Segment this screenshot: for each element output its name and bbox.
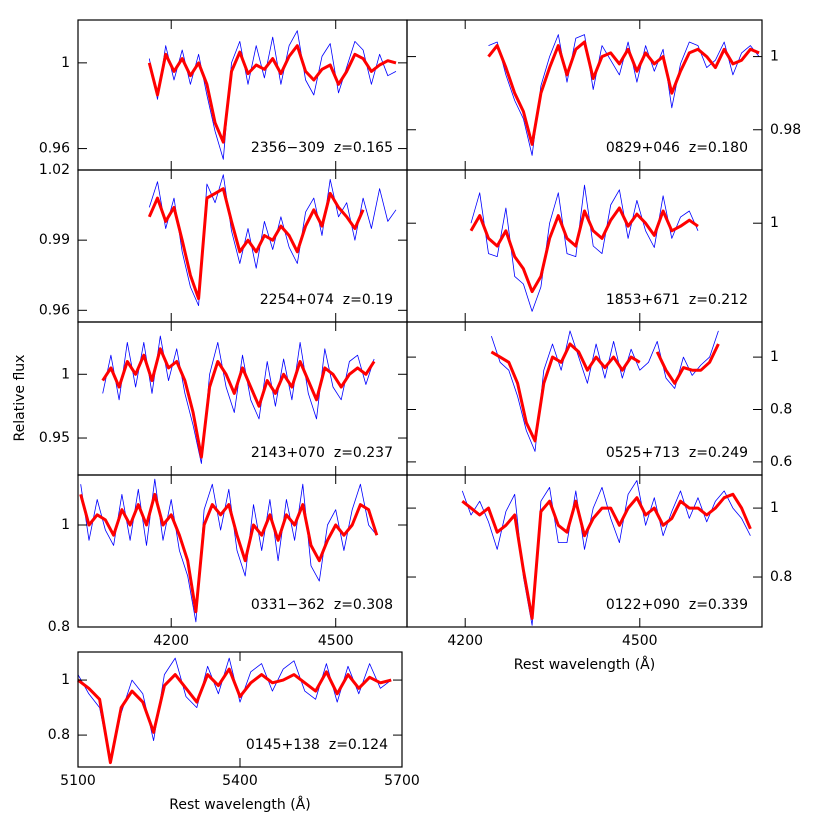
y-tick-label: 0.8	[48, 619, 70, 635]
y-tick-label: 0.99	[39, 232, 70, 248]
spectrum-line	[148, 30, 397, 160]
panel-annotation: 0525+713 z=0.249	[606, 445, 748, 461]
y-tick-label: 0.6	[770, 454, 792, 470]
x-axis-label: Rest wavelength (Å)	[169, 796, 310, 813]
panel-annotation: 0145+138 z=0.124	[246, 737, 388, 753]
spectrum-line	[148, 174, 397, 306]
x-tick-label: 4200	[153, 633, 189, 649]
x-tick-label: 4500	[318, 633, 354, 649]
y-tick-label: 1	[61, 55, 70, 71]
spectrum-line	[77, 667, 392, 765]
y-tick-label: 1	[61, 366, 70, 382]
panel-annotation: 2254+074 z=0.19	[260, 292, 393, 308]
spectrum-line	[147, 44, 397, 144]
spectrum-line	[491, 330, 719, 452]
panel-frame	[406, 474, 763, 628]
spectrum-line	[80, 478, 378, 623]
y-tick-label: 0.95	[39, 430, 70, 446]
y-tick-label: 1	[770, 215, 779, 231]
spectrum-line	[147, 187, 365, 301]
y-tick-label: 1	[61, 517, 70, 533]
y-tick-label: 1.02	[39, 162, 70, 178]
spectrum-line	[101, 347, 376, 459]
panel-annotation: 0829+046 z=0.180	[606, 140, 748, 156]
y-axis-label: Relative flux	[12, 355, 28, 442]
x-tick-label: 4500	[622, 633, 658, 649]
spectrum-line	[490, 342, 720, 443]
spectrum-line	[470, 184, 699, 312]
spectrum-line	[79, 492, 379, 614]
x-tick-label: 5100	[60, 773, 96, 789]
y-tick-label: 0.8	[770, 402, 792, 418]
y-tick-label: 0.96	[39, 302, 70, 318]
y-tick-label: 0.96	[39, 141, 70, 157]
x-tick-label: 5400	[222, 773, 258, 789]
panel-annotation: 0122+090 z=0.339	[606, 597, 748, 613]
panel-annotation: 0331−362 z=0.308	[251, 597, 393, 613]
spectrum-line	[461, 492, 752, 620]
spectrum-line	[487, 40, 760, 146]
x-axis-label: Rest wavelength (Å)	[514, 656, 655, 673]
spectrum-line	[469, 206, 699, 294]
y-tick-label: 1	[61, 672, 70, 688]
y-tick-label: 1	[770, 49, 779, 65]
y-tick-label: 0.98	[770, 122, 801, 138]
y-tick-label: 1	[770, 349, 779, 365]
x-tick-label: 4200	[447, 633, 483, 649]
panel-annotation: 2356−309 z=0.165	[251, 140, 393, 156]
y-tick-label: 1	[770, 500, 779, 516]
x-tick-label: 5700	[384, 773, 420, 789]
y-tick-label: 0.8	[770, 569, 792, 585]
panel-annotation: 2143+070 z=0.237	[251, 445, 393, 461]
panel-annotation: 1853+671 z=0.212	[606, 292, 748, 308]
y-tick-label: 0.8	[48, 727, 70, 743]
